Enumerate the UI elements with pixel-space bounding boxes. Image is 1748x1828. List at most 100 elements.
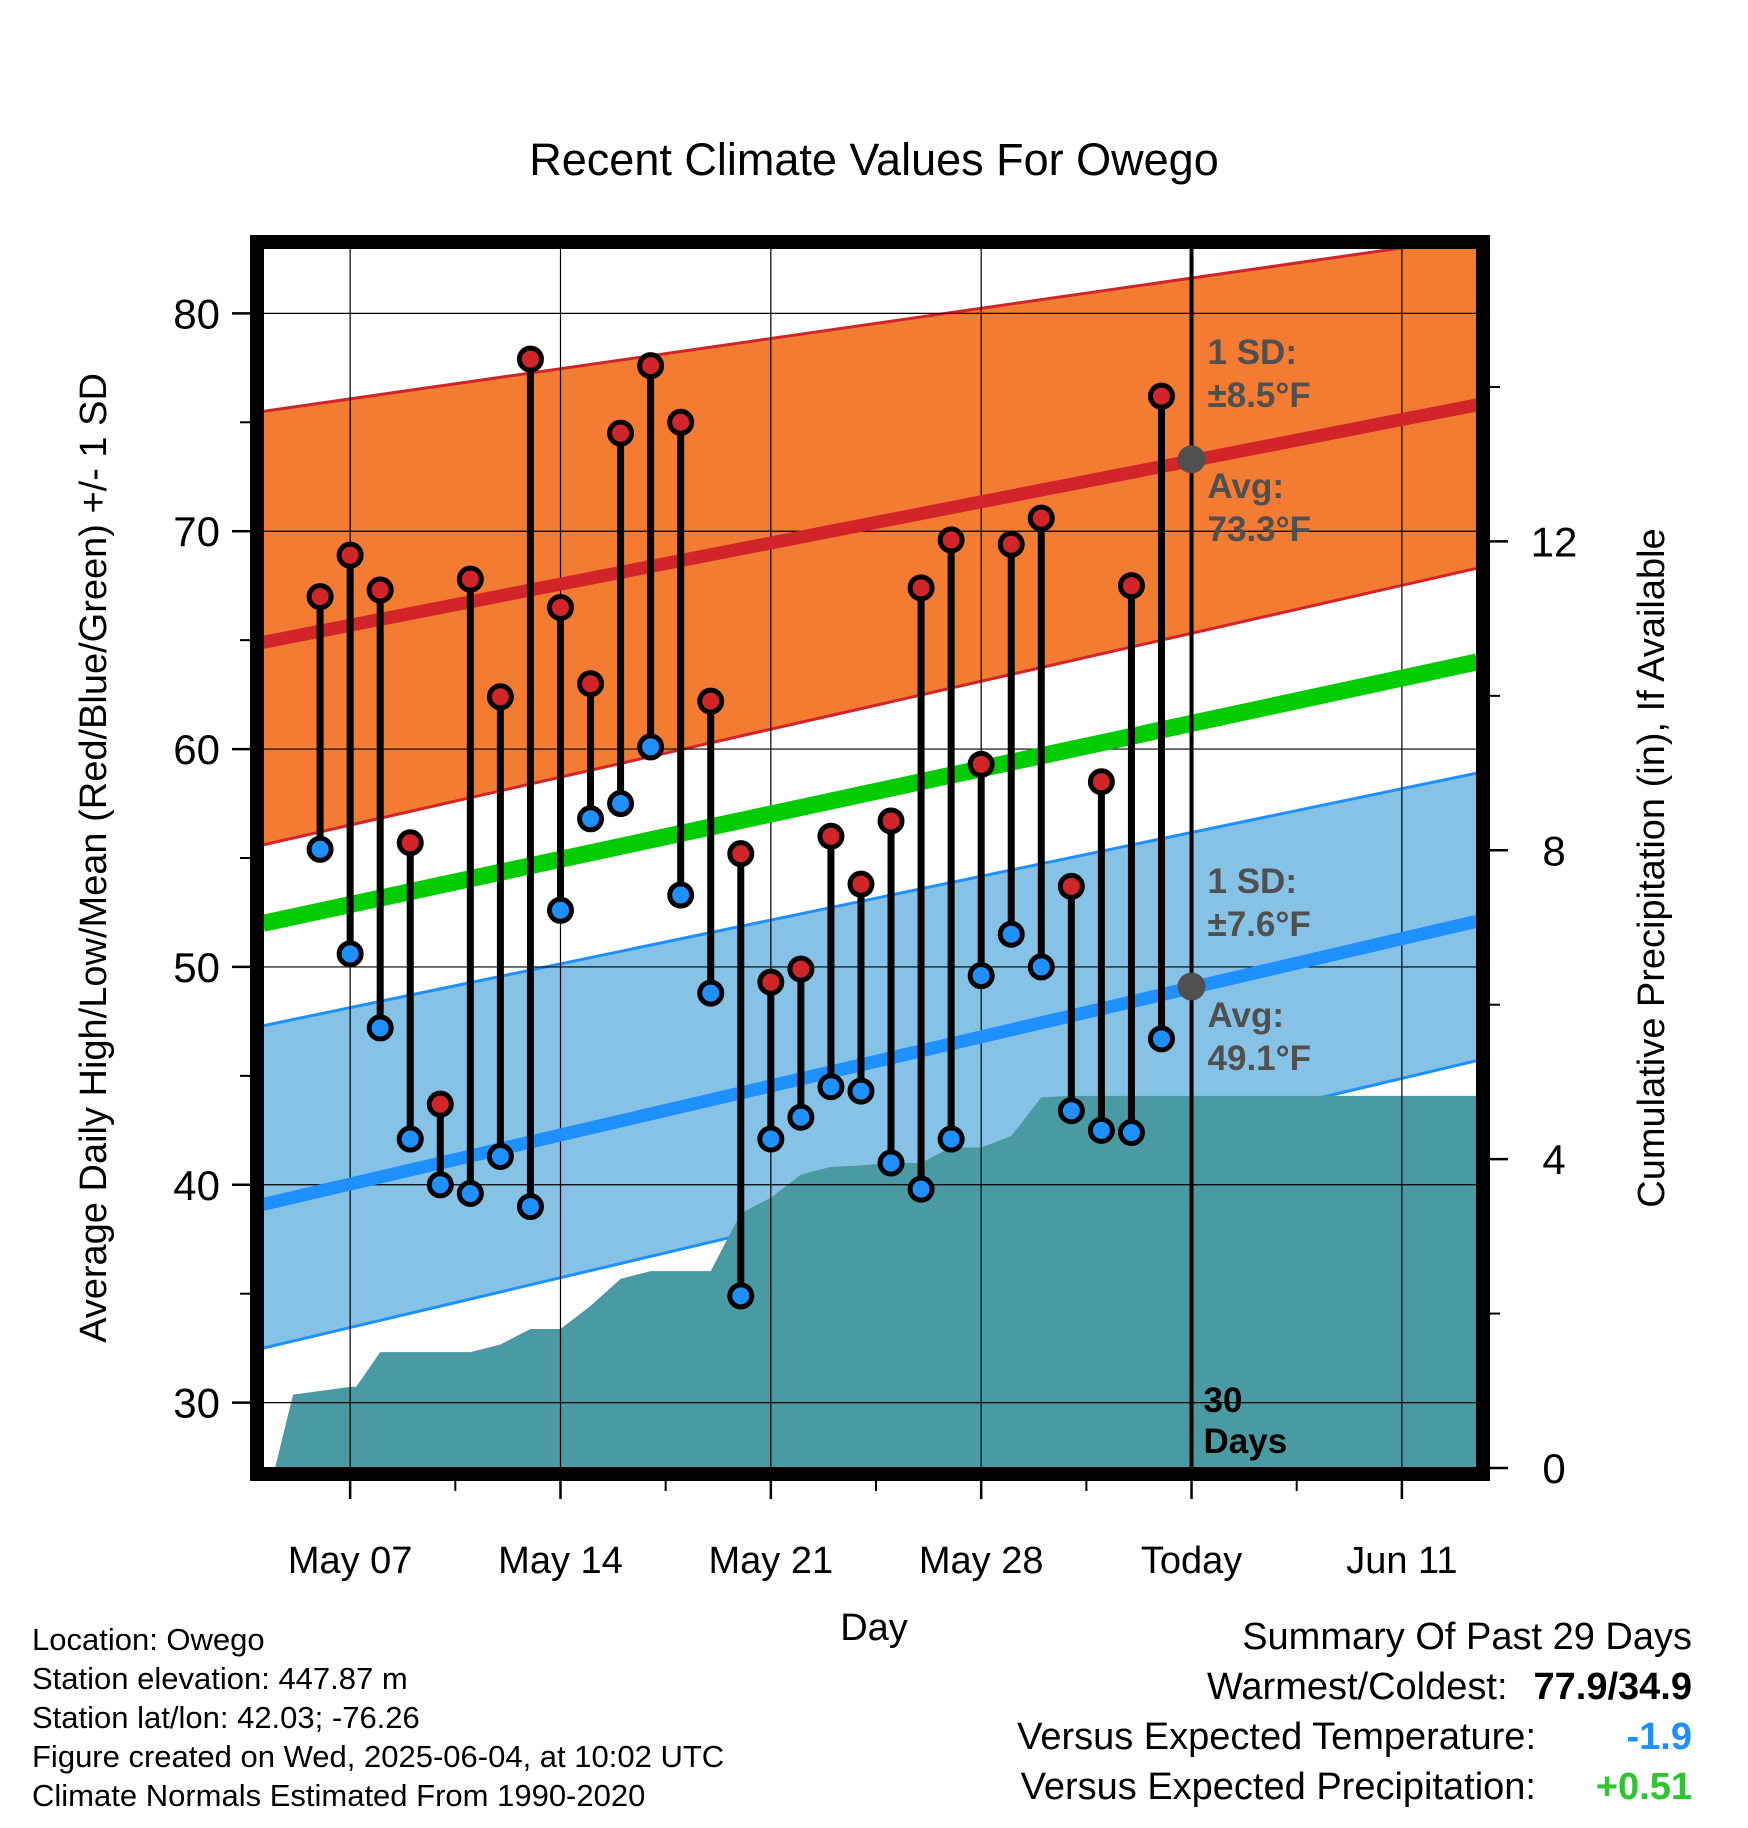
- y-tick-label-70: 70: [173, 508, 220, 555]
- axes: 30 40 50 60 70 80 0 4 8 12 May 07 May 14 May 21 May 2…: [73, 134, 1673, 1649]
- low-point-day-5: [456, 1180, 484, 1207]
- x-axis-title: Day: [840, 1607, 908, 1649]
- low-point-day-27: [1117, 1119, 1145, 1146]
- normal-low-line: [263, 914, 1477, 1211]
- high-point-day-26: [1087, 768, 1115, 796]
- y-tick-label-60: 60: [173, 726, 220, 773]
- annotations: 1 SD: ±8.5°F Avg: 73.3°F 1 SD: ±7.6°F Avg: 49.1…: [1177, 333, 1312, 1078]
- high-point-day-1: [336, 541, 364, 569]
- x-tick-label-1: May 07: [288, 1540, 413, 1582]
- high-avg-label: Avg:: [1208, 467, 1284, 506]
- high-point-day-6: [486, 683, 514, 711]
- low-point-day-3: [396, 1125, 424, 1153]
- low-sd-value: ±7.6°F: [1208, 905, 1311, 944]
- daily-range-stems: [316, 359, 1165, 1296]
- low-point-day-24: [1027, 953, 1055, 981]
- high-point-day-3: [396, 829, 424, 857]
- today-low-normal-dot: [1177, 972, 1206, 1001]
- low-point-day-26: [1087, 1116, 1115, 1144]
- y2-axis-title: Cumulative Precipitation (in), If Availa…: [1631, 528, 1673, 1207]
- high-point-day-14: [727, 840, 755, 868]
- high-sd-value: ±8.5°F: [1208, 376, 1311, 415]
- low-point-day-25: [1057, 1097, 1085, 1125]
- low-point-day-4: [426, 1171, 454, 1199]
- summary-temp: Versus Expected Temperature: -1.9: [1017, 1712, 1692, 1762]
- low-point-day-20: [907, 1175, 935, 1203]
- low-point-day-0: [306, 835, 334, 863]
- high-avg-value: 73.3°F: [1208, 510, 1312, 549]
- x-tick-label-29: Today: [1141, 1540, 1242, 1582]
- high-point-day-27: [1117, 572, 1145, 600]
- high-point-day-4: [426, 1090, 454, 1118]
- temp-value: -1.9: [1626, 1716, 1692, 1758]
- low-point-day-11: [637, 733, 665, 761]
- high-point-day-0: [306, 583, 334, 611]
- summary-warm-cold: Warmest/Coldest: 77.9/34.9: [1017, 1662, 1692, 1712]
- precip-label: Versus Expected Precipitation:: [1020, 1766, 1536, 1808]
- low-point-day-19: [877, 1149, 905, 1177]
- low-sd-label: 1 SD:: [1208, 862, 1297, 901]
- summary-panel: Summary Of Past 29 Days Warmest/Coldest:…: [1017, 1612, 1692, 1812]
- low-point-day-9: [577, 805, 605, 833]
- y2-tick-label-8: 8: [1542, 827, 1565, 874]
- low-point-day-8: [546, 896, 574, 924]
- low-point-day-18: [847, 1077, 875, 1105]
- y2-tick-label-4: 4: [1542, 1136, 1565, 1183]
- low-point-day-23: [997, 920, 1025, 948]
- low-point-day-7: [516, 1193, 544, 1221]
- x-tick-label-8: May 14: [498, 1540, 623, 1582]
- high-point-day-9: [577, 670, 605, 698]
- high-point-day-25: [1057, 872, 1085, 900]
- high-point-day-21: [937, 526, 965, 554]
- normal-mean-line: [263, 653, 1477, 932]
- high-point-day-23: [997, 530, 1025, 558]
- high-sd-label: 1 SD:: [1208, 333, 1297, 372]
- normal-lines: [263, 398, 1477, 1211]
- low-point-day-16: [787, 1103, 815, 1131]
- y-tick-label-80: 80: [173, 290, 220, 337]
- precipitation-area: [263, 1095, 1477, 1468]
- y-tick-label-40: 40: [173, 1162, 220, 1209]
- latlon-text: Station lat/lon: 42.03; -76.26: [32, 1700, 420, 1735]
- low-point-day-21: [937, 1125, 965, 1153]
- high-point-day-17: [817, 822, 845, 850]
- y-tick-label-50: 50: [173, 944, 220, 991]
- high-point-day-15: [757, 968, 785, 996]
- high-point-day-19: [877, 807, 905, 835]
- high-point-day-22: [967, 750, 995, 778]
- cumulative-precip-area: [263, 1095, 1477, 1468]
- high-sd-band-upper-edge: [263, 248, 1412, 413]
- today-label-days: Days: [1204, 1422, 1288, 1461]
- low-avg-value: 49.1°F: [1208, 1039, 1312, 1078]
- created-text: Figure created on Wed, 2025-06-04, at 10…: [32, 1739, 725, 1774]
- plot-frame: [250, 235, 1490, 1481]
- elevation-text: Station elevation: 447.87 m: [32, 1661, 408, 1696]
- low-point-day-13: [697, 979, 725, 1007]
- chart-title: Recent Climate Values For Owego: [529, 134, 1218, 185]
- low-point-day-28: [1147, 1025, 1175, 1053]
- low-point-day-10: [607, 790, 635, 818]
- plot-border: [250, 235, 1490, 1481]
- low-point-day-2: [366, 1014, 394, 1042]
- warm-cold-value: 77.9/34.9: [1533, 1666, 1692, 1708]
- high-point-day-24: [1027, 504, 1055, 532]
- y2-tick-label-12: 12: [1531, 518, 1578, 565]
- high-point-day-7: [516, 345, 544, 373]
- low-point-day-14: [727, 1282, 755, 1310]
- summary-precip: Versus Expected Precipitation: +0.51: [1017, 1762, 1692, 1812]
- y-tick-label-30: 30: [173, 1380, 220, 1427]
- today-label-number: 30: [1204, 1381, 1243, 1420]
- high-point-day-5: [456, 565, 484, 593]
- y2-tick-label-0: 0: [1542, 1445, 1565, 1492]
- high-point-day-16: [787, 955, 815, 983]
- low-point-day-22: [967, 962, 995, 990]
- warm-cold-label: Warmest/Coldest:: [1206, 1666, 1508, 1708]
- high-point-day-12: [667, 408, 695, 436]
- low-point-day-6: [486, 1142, 514, 1170]
- normals-text: Climate Normals Estimated From 1990-2020: [32, 1778, 646, 1813]
- high-point-day-18: [847, 870, 875, 898]
- low-avg-label: Avg:: [1208, 996, 1284, 1035]
- station-info: Location: Owego Station elevation: 447.8…: [32, 1620, 724, 1815]
- high-point-day-20: [907, 574, 935, 602]
